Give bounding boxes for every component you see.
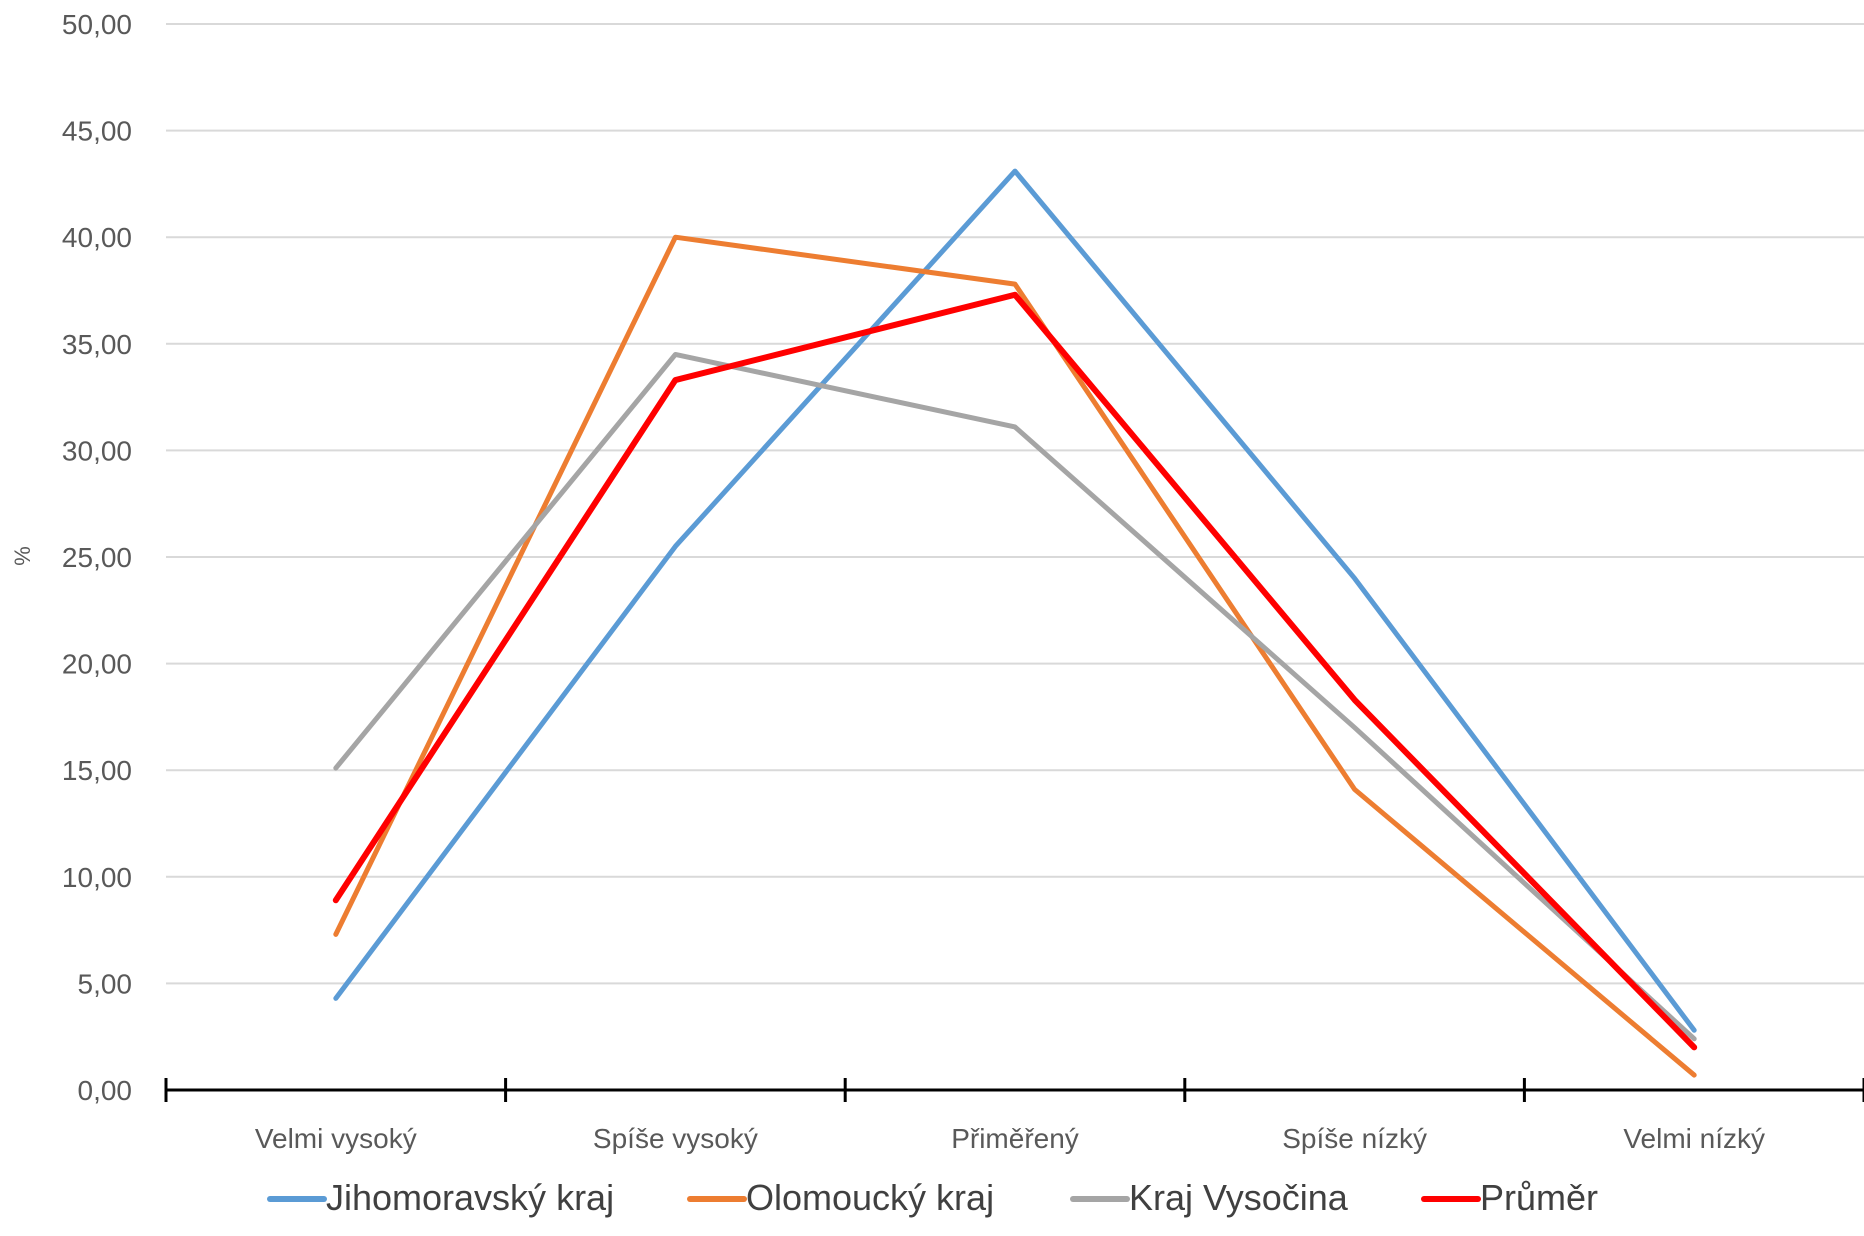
legend-label: Průměr (1480, 1177, 1598, 1218)
legend-label: Jihomoravský kraj (326, 1177, 614, 1218)
x-category-label: Velmi nízký (1623, 1123, 1765, 1154)
series-lines (332, 168, 1698, 1078)
series-line-4 (332, 291, 1698, 1051)
legend-label: Kraj Vysočina (1129, 1177, 1349, 1218)
y-tick-label: 40,00 (62, 222, 132, 253)
y-tick-label: 15,00 (62, 755, 132, 786)
y-axis-tick-labels: 0,00 5,00 10,00 15,00 20,00 25,00 30,00 35,00 40… (62, 9, 132, 1106)
x-axis-category-labels: Velmi vysoký Spíše vysoký Přiměřený Spíše n… (255, 1123, 1765, 1154)
y-tick-label: 50,00 (62, 9, 132, 40)
y-tick-label: 5,00 (78, 968, 133, 999)
x-axis (164, 1078, 1864, 1102)
legend-label: Olomoucký kraj (746, 1177, 994, 1218)
y-tick-label: 20,00 (62, 649, 132, 680)
series-line-2 (333, 234, 1697, 1078)
y-tick-label: 30,00 (62, 435, 132, 466)
series-line-3 (333, 351, 1697, 1042)
y-tick-label: 45,00 (62, 116, 132, 147)
x-category-label: Přiměřený (951, 1123, 1079, 1154)
y-tick-label: 25,00 (62, 542, 132, 573)
y-tick-label: 10,00 (62, 862, 132, 893)
x-category-label: Spíše nízký (1282, 1123, 1427, 1154)
x-category-label: Spíše vysoký (593, 1123, 758, 1154)
series-line-1 (333, 168, 1697, 1033)
legend: Jihomoravský kraj Olomoucký kraj Kraj Vyso… (267, 1177, 1598, 1218)
gridlines (166, 23, 1864, 985)
y-tick-label: 0,00 (78, 1075, 133, 1106)
y-axis-label: % (10, 546, 35, 566)
x-category-label: Velmi vysoký (255, 1123, 417, 1154)
y-tick-label: 35,00 (62, 329, 132, 360)
